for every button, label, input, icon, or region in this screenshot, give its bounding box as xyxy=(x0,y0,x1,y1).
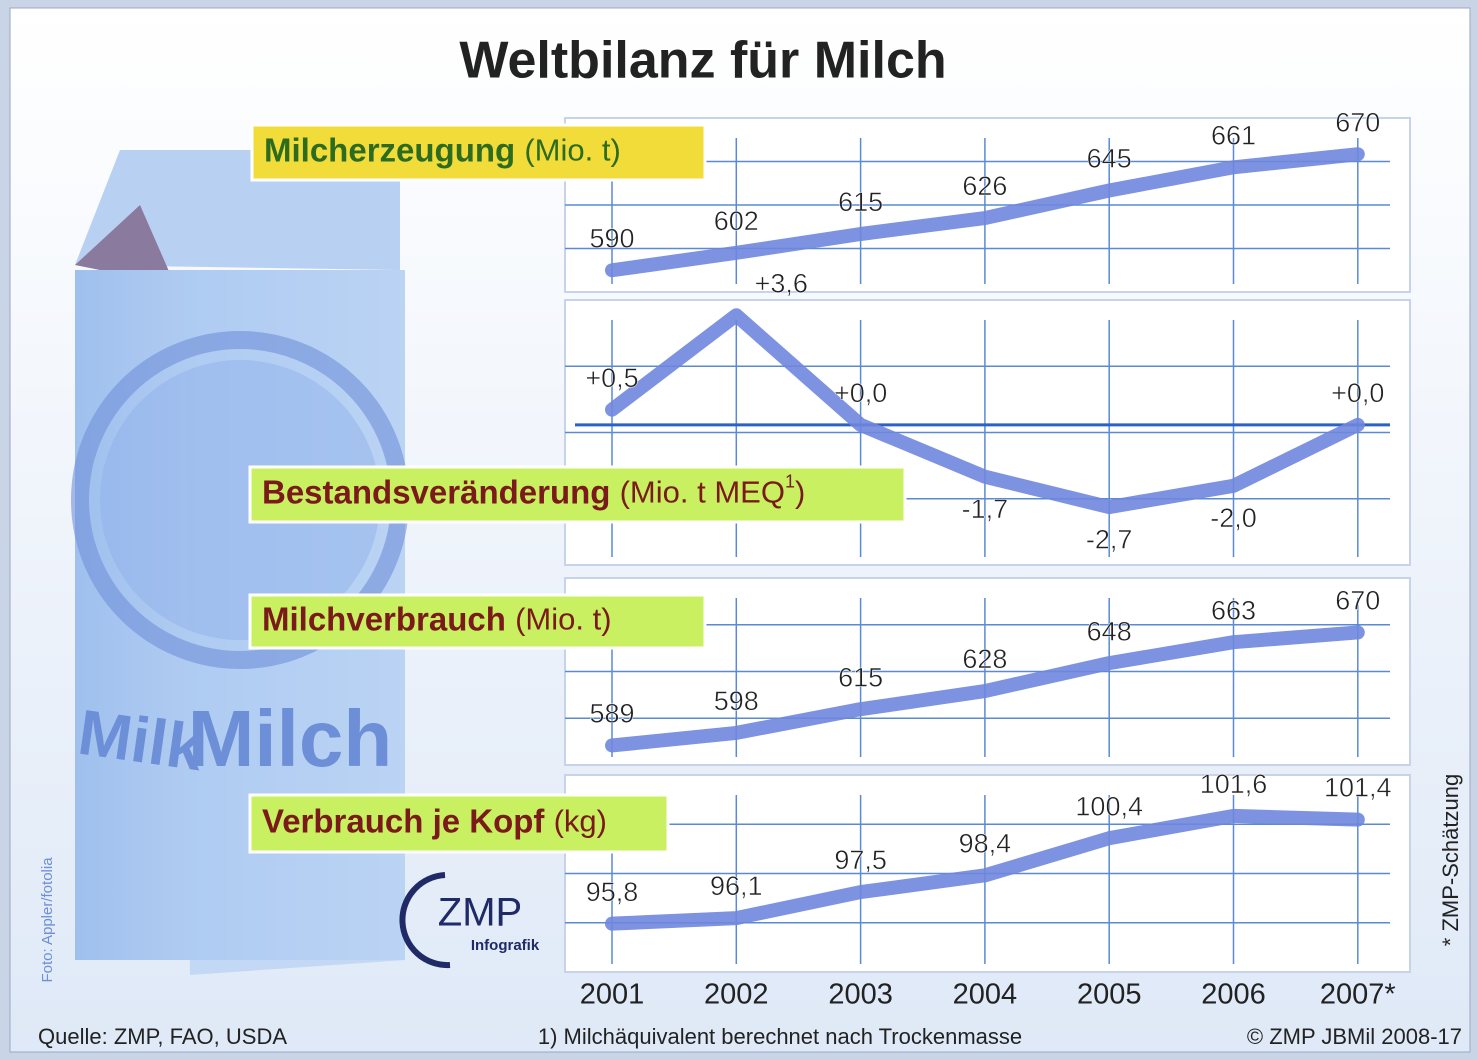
x-tick-label: 2003 xyxy=(828,979,893,1011)
data-label: 100,4 xyxy=(1075,791,1143,821)
data-label: +3,6 xyxy=(755,268,808,298)
data-label: 98,4 xyxy=(959,828,1012,858)
panel-title: Bestandsveränderung (Mio. t MEQ1) xyxy=(262,471,805,510)
panel-title-part: Milchverbrauch xyxy=(262,600,506,637)
panel-title-part: (kg) xyxy=(554,804,607,839)
panel-label-box xyxy=(248,593,707,650)
data-label: +0,0 xyxy=(834,378,887,408)
panel-title: Verbrauch je Kopf (kg) xyxy=(262,802,607,839)
x-tick-label: 2007* xyxy=(1320,979,1396,1011)
panel-title-part: ) xyxy=(795,475,805,510)
data-label: -1,7 xyxy=(962,494,1009,524)
panel-title-part: 1 xyxy=(785,471,795,491)
x-tick-label: 2002 xyxy=(704,979,769,1011)
data-label: 626 xyxy=(962,171,1007,201)
panel-title-part: (Mio. t) xyxy=(515,602,611,637)
panel-title-part: (Mio. t MEQ xyxy=(620,475,785,510)
line xyxy=(605,625,1365,753)
x-tick-label: 2006 xyxy=(1201,979,1266,1011)
data-label: 97,5 xyxy=(834,845,887,875)
footer-copyright: © ZMP JBMil 2008-17 xyxy=(1247,1024,1462,1049)
data-label: 589 xyxy=(589,699,634,729)
line xyxy=(605,147,1365,278)
panel-title-part: Bestandsveränderung xyxy=(262,473,610,510)
data-label: +0,0 xyxy=(1331,378,1384,408)
line xyxy=(605,808,1365,931)
data-label: 598 xyxy=(714,686,759,716)
data-label: 645 xyxy=(1087,144,1132,174)
data-label: 663 xyxy=(1211,595,1256,625)
data-label: 670 xyxy=(1335,586,1380,616)
data-label: -2,7 xyxy=(1086,524,1133,554)
data-label: 602 xyxy=(714,206,759,236)
panel-label-box xyxy=(248,793,670,854)
data-label: 628 xyxy=(962,644,1007,674)
carton-text: Milk xyxy=(74,696,208,785)
title: Weltbilanz für Milch xyxy=(459,32,946,90)
data-label: 648 xyxy=(1087,616,1132,646)
x-tick-label: 2001 xyxy=(580,979,645,1011)
data-label: 670 xyxy=(1335,107,1380,137)
data-label: -2,0 xyxy=(1210,503,1257,533)
data-label: 101,6 xyxy=(1200,769,1268,799)
panel-title-part: (Mio. t) xyxy=(524,133,620,168)
logo-sub: Infografik xyxy=(471,937,540,954)
line xyxy=(605,308,1365,515)
x-tick-label: 2005 xyxy=(1077,979,1142,1011)
data-label: 661 xyxy=(1211,120,1256,150)
panel-label-box xyxy=(248,465,907,524)
panel-title: Milchverbrauch (Mio. t) xyxy=(262,600,612,637)
carton-text: Milch xyxy=(188,694,392,783)
data-label: 615 xyxy=(838,187,883,217)
data-label: 96,1 xyxy=(710,871,763,901)
photo-credit: Foto: Appler/fotolia xyxy=(39,857,56,983)
footer-source: Quelle: ZMP, FAO, USDA xyxy=(38,1024,287,1049)
x-tick-label: 2004 xyxy=(953,979,1018,1011)
note: * ZMP-Schätzung xyxy=(1438,774,1463,946)
data-label: 590 xyxy=(589,223,634,253)
panel-title-part: Milcherzeugung xyxy=(264,131,515,168)
panel-title-part: Verbrauch je Kopf xyxy=(262,802,545,839)
footer-note: 1) Milchäquivalent berechnet nach Trocke… xyxy=(538,1024,1022,1049)
logo-arc xyxy=(399,872,451,969)
logo: ZMP xyxy=(438,891,522,935)
data-label: 95,8 xyxy=(586,877,639,907)
panel-label-box xyxy=(250,123,707,182)
data-label: 101,4 xyxy=(1324,773,1392,803)
data-label: +0,5 xyxy=(585,363,638,393)
data-label: 615 xyxy=(838,662,883,692)
panel-title: Milcherzeugung (Mio. t) xyxy=(264,131,621,168)
